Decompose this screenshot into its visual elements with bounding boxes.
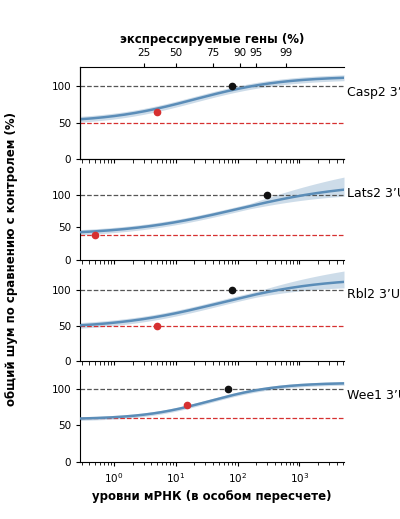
Text: Rbl2 3’UTR: Rbl2 3’UTR [347,288,400,301]
X-axis label: экспрессируемые гены (%): экспрессируемые гены (%) [120,33,304,46]
X-axis label: уровни мРНК (в особом пересчете): уровни мРНК (в особом пересчете) [92,490,332,503]
Text: Lats2 3’UTR: Lats2 3’UTR [347,187,400,200]
Text: Wee1 3’UTR: Wee1 3’UTR [347,389,400,402]
Text: Casp2 3’UTR: Casp2 3’UTR [347,86,400,99]
Text: общий шум по сравнению с контролем (%): общий шум по сравнению с контролем (%) [6,113,18,406]
